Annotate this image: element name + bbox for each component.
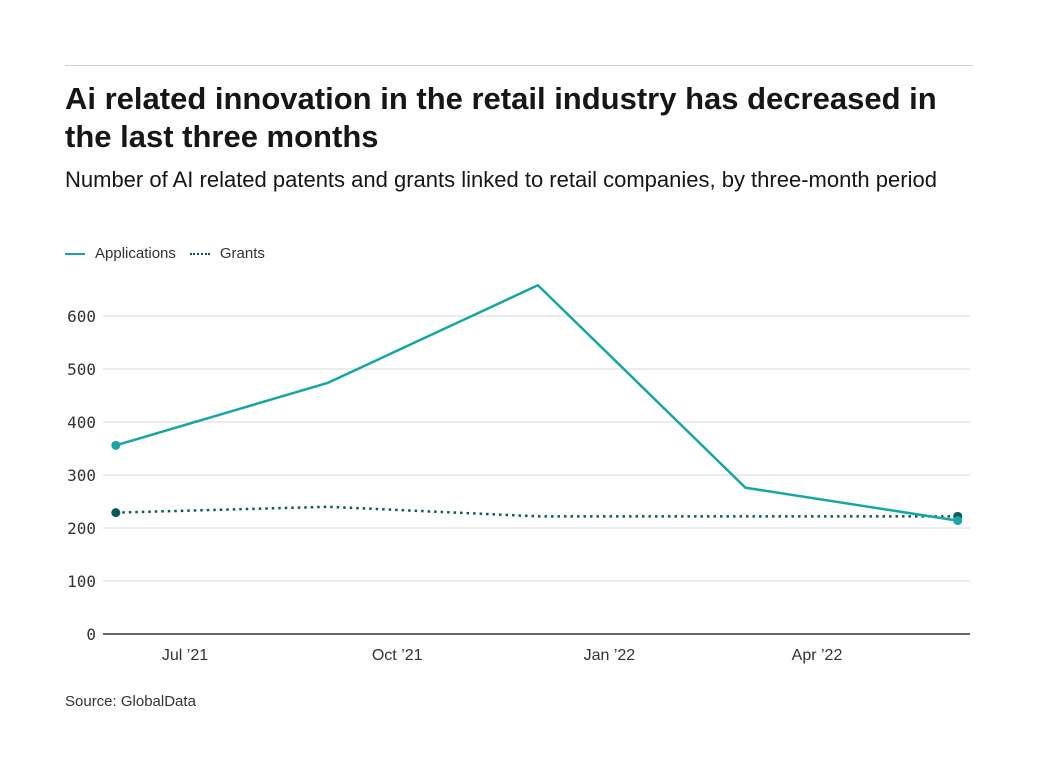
dotted-line-swatch-icon [189,252,210,255]
data-point-applications [953,516,963,526]
y-tick-label: 100 [67,572,96,591]
x-tick-label: Jul ’21 [162,647,208,664]
x-tick-label: Jan ’22 [584,647,636,664]
legend-item-grants: Grants [189,245,265,262]
y-tick-label: 200 [67,519,96,538]
x-tick-label: Oct ’21 [372,647,423,664]
y-tick-label: 600 [67,307,96,326]
data-point-applications [111,440,121,450]
solid-line-swatch-icon [65,252,85,255]
top-divider [65,65,973,66]
series-line-applications [115,284,958,522]
series-line-grants [115,505,958,518]
x-tick-label: Apr ’22 [792,647,843,664]
y-tick-label: 0 [86,625,96,644]
y-tick-label: 400 [67,413,96,432]
chart-title: Ai related innovation in the retail indu… [65,81,937,154]
legend: Applications Grants [65,245,265,262]
legend-label: Applications [95,245,176,262]
legend-label: Grants [219,245,265,262]
y-tick-label: 500 [67,360,96,379]
source-note: Source: GlobalData [65,693,196,710]
legend-item-applications: Applications [65,245,176,262]
data-point-grants [111,508,121,518]
chart-subtitle: Number of AI related patents and grants … [65,167,937,192]
y-tick-label: 300 [67,466,96,485]
